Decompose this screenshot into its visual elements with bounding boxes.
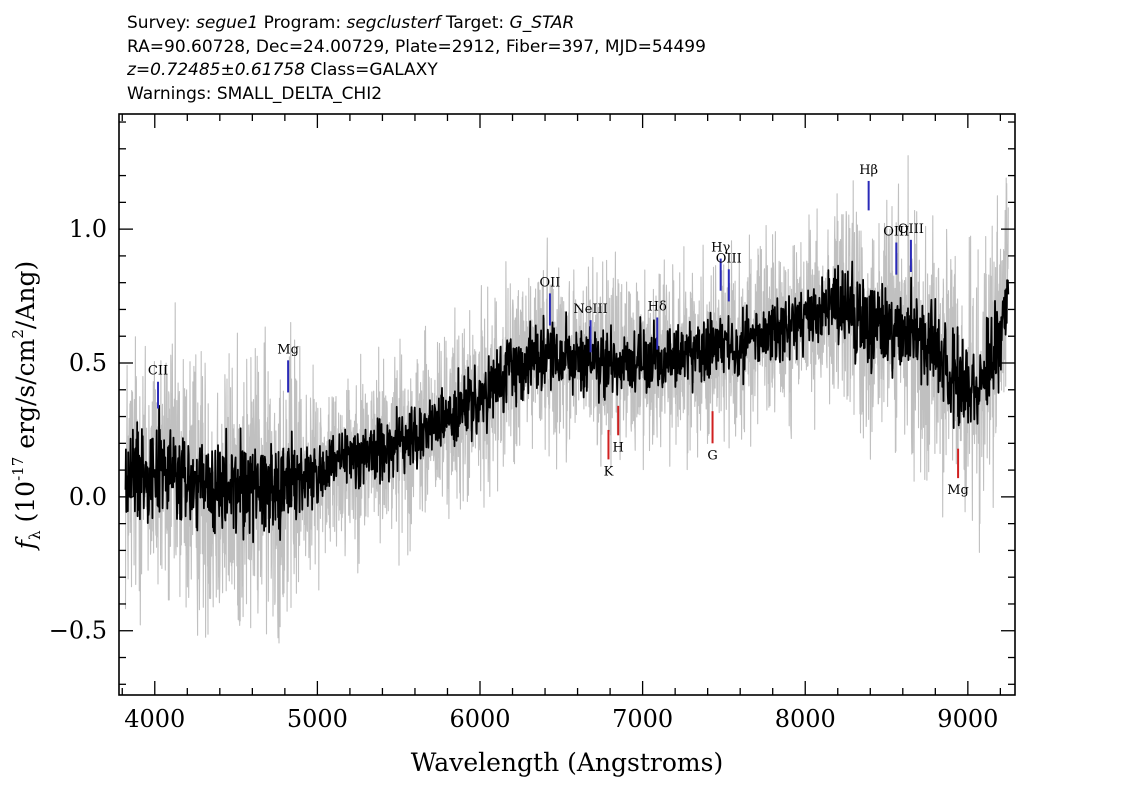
- emission-label-5: Hγ: [711, 241, 730, 256]
- emission-label-6: OIII: [716, 251, 742, 266]
- emission-label-3: NeIII: [573, 302, 607, 317]
- target-label: Target:: [445, 13, 505, 33]
- emission-label-7: Hβ: [859, 163, 878, 178]
- header-line-4: Warnings: SMALL_DELTA_CHI2: [127, 83, 383, 104]
- absorption-label-1: H: [613, 440, 624, 455]
- series-group: [124, 155, 1010, 644]
- x-tick-label: 7000: [612, 705, 673, 733]
- redshift-value: z=0.72485±0.61758: [127, 60, 306, 80]
- series-line-1: [124, 260, 1010, 544]
- y-tick-label: −0.5: [49, 617, 107, 645]
- x-tick-label: 4000: [124, 705, 185, 733]
- header-line-1: Survey: segue1 Program: segclusterf Targ…: [127, 12, 706, 36]
- class-value: Class=GALAXY: [310, 60, 438, 80]
- y-tick-label: 0.0: [69, 483, 107, 511]
- survey-value: segue1: [196, 13, 259, 33]
- emission-label-8: OIII: [883, 225, 909, 240]
- x-axis-title: Wavelength (Angstroms): [411, 748, 723, 777]
- x-tick-label: 8000: [775, 705, 836, 733]
- emission-label-2: OII: [539, 275, 560, 290]
- x-tick-label: 5000: [287, 705, 348, 733]
- header-line-3: z=0.72485±0.61758 Class=GALAXY: [127, 59, 706, 83]
- emission-label-0: CII: [148, 364, 168, 379]
- target-value: G_STAR: [509, 13, 575, 33]
- emission-label-4: Hδ: [648, 299, 667, 314]
- absorption-label-2: G: [707, 448, 717, 463]
- x-tick-label: 6000: [449, 705, 510, 733]
- program-label: Program:: [263, 13, 342, 33]
- plot-frame: [118, 113, 1016, 696]
- plot-header: Survey: segue1 Program: segclusterf Targ…: [127, 12, 706, 106]
- absorption-label-3: Mg: [947, 483, 969, 498]
- x-tick-label: 9000: [937, 705, 998, 733]
- header-line-2: RA=90.60728, Dec=24.00729, Plate=2912, F…: [127, 36, 706, 57]
- emission-label-9: OIII: [898, 222, 924, 237]
- program-value: segclusterf: [346, 13, 441, 33]
- series-line-0: [124, 155, 1009, 644]
- absorption-label-0: K: [604, 464, 614, 479]
- y-tick-label: 0.5: [69, 349, 107, 377]
- y-axis-title: fλ (10-17 erg/s/cm2/Ang): [9, 261, 44, 551]
- tick-layer: 4000 5000 6000 7000 8000 9000 −0.5 0.0 0.5 1.0: [49, 114, 1015, 733]
- y-tick-label: 1.0: [69, 215, 107, 243]
- survey-label: Survey:: [127, 13, 191, 33]
- emission-label-1: Mg: [277, 342, 299, 357]
